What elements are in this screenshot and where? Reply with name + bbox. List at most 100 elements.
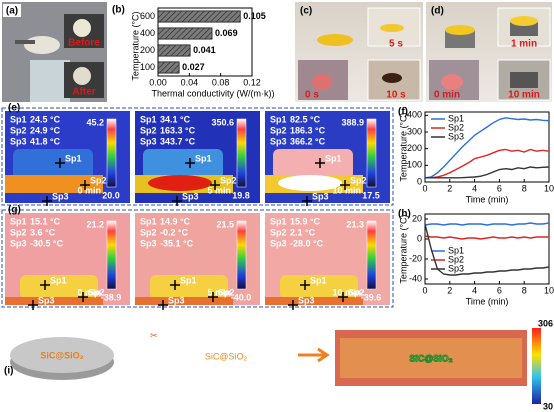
photo-caption: Before — [68, 38, 100, 49]
spot-reading: 24.5 °C — [30, 114, 61, 124]
spot-reading: 2.1 °C — [290, 227, 316, 237]
panel-label: (f) — [398, 107, 408, 118]
y-tick-label: 600 — [140, 11, 155, 21]
spot-name: Sp2 — [10, 125, 27, 135]
spot-marker-label: Sp2 — [220, 175, 237, 185]
x-tick-label: 4 — [472, 183, 477, 193]
thermal-hot — [278, 175, 342, 191]
x-tick-label: 6 — [497, 285, 502, 295]
crosshair — [55, 158, 65, 168]
thermal-body — [273, 149, 353, 179]
color-bar — [366, 220, 377, 290]
spot-marker-label: Sp3 — [182, 191, 199, 201]
photo-a — [2, 2, 107, 102]
legend-label: Sp1 — [448, 113, 464, 123]
spot-name: Sp1 — [10, 114, 27, 124]
legend-label: Sp2 — [448, 254, 464, 264]
scale-max: 45.2 — [86, 117, 104, 127]
crosshair — [315, 158, 325, 168]
spot-marker-label: Sp3 — [52, 191, 69, 201]
legend-label: Sp3 — [448, 131, 464, 141]
spot-marker-label: Sp1 — [65, 153, 82, 163]
spot-marker-label: Sp2 — [218, 287, 235, 297]
crosshair — [302, 196, 312, 206]
disk-text: SiC@SiO₂ — [40, 350, 83, 360]
scale-min: 20.0 — [102, 190, 120, 200]
crosshair — [40, 280, 50, 290]
y-axis-title: Temperature (°C) — [398, 112, 408, 181]
thermal-text: SiC@SiO₂ — [409, 353, 452, 363]
scale-max: 21.5 — [216, 219, 234, 229]
x-tick-label: 0.12 — [243, 77, 261, 87]
spot-reading: 366.2 °C — [290, 136, 326, 146]
line-series — [424, 223, 550, 276]
scale-max: 21.2 — [86, 219, 104, 229]
scale-min: 30 — [543, 401, 553, 411]
panel-label: (a) — [6, 6, 18, 17]
y-tick-label: 300 — [407, 126, 422, 136]
x-axis-title: Time (min) — [466, 296, 509, 306]
photo-caption: 5 s — [389, 39, 403, 50]
bar-hatch — [158, 10, 241, 23]
spot-name: Sp2 — [270, 227, 287, 237]
line-series — [424, 117, 550, 179]
spot-marker-label: Sp2 — [350, 175, 367, 185]
spot-name: Sp3 — [270, 136, 287, 146]
x-tick-label: 8 — [522, 183, 527, 193]
x-tick-label: 0.04 — [181, 77, 199, 87]
photo-caption: 0 s — [305, 90, 319, 101]
panel-label: (g) — [8, 205, 21, 216]
time-label: 10 min — [332, 287, 361, 297]
crosshair — [170, 280, 180, 290]
color-bar — [236, 118, 247, 188]
y-axis-title: Temperature (°C) — [130, 11, 140, 80]
x-tick-label: 2 — [447, 285, 452, 295]
scale-min: 17.5 — [362, 190, 380, 200]
spot-name: Sp3 — [140, 136, 157, 146]
spot-name: Sp3 — [270, 238, 287, 248]
photo-d — [426, 2, 552, 102]
crosshair — [80, 180, 90, 190]
spot-marker-label: Sp3 — [298, 295, 315, 305]
spot-reading: -35.1 °C — [160, 238, 194, 248]
legend-label: Sp1 — [448, 245, 464, 255]
scale-max: 306 — [538, 318, 553, 328]
panel-border — [1, 209, 394, 308]
thermal-body — [280, 275, 358, 299]
crosshair — [158, 300, 168, 310]
scale-max: 21.3 — [346, 219, 364, 229]
photo-caption: 1 min — [511, 39, 537, 50]
y-tick-label: 400 — [140, 28, 155, 38]
spot-name: Sp1 — [140, 114, 157, 124]
spot-reading: 15.9 °C — [290, 216, 321, 226]
thermal-body — [20, 275, 98, 299]
color-bar — [106, 220, 117, 290]
spot-name: Sp1 — [10, 216, 27, 226]
panel-label: (e) — [8, 103, 20, 114]
spot-reading: 15.1 °C — [30, 216, 61, 226]
crosshair — [185, 158, 195, 168]
crosshair — [172, 196, 182, 206]
thermal-band — [5, 297, 103, 305]
y-tick-label: 100 — [407, 160, 422, 170]
time-label: 10 min — [332, 185, 361, 195]
legend-label: Sp3 — [448, 263, 464, 273]
crosshair — [210, 180, 220, 190]
thermal-hot — [148, 175, 212, 191]
crosshair — [208, 292, 218, 302]
scissors-icon: ✂ — [150, 330, 158, 340]
panel-border — [1, 107, 394, 206]
crosshair — [340, 180, 350, 190]
spot-marker-label: Sp2 — [88, 287, 105, 297]
scale-min: -40.0 — [231, 292, 252, 302]
spot-reading: 343.7 °C — [160, 136, 196, 146]
value-label: 0.027 — [182, 62, 205, 72]
x-tick-label: 8 — [522, 285, 527, 295]
bar-hatch — [158, 61, 180, 74]
y-tick-label: 400 — [407, 110, 422, 120]
spot-reading: -30.5 °C — [30, 238, 64, 248]
color-bar — [106, 118, 117, 188]
spot-name: Sp3 — [140, 238, 157, 248]
